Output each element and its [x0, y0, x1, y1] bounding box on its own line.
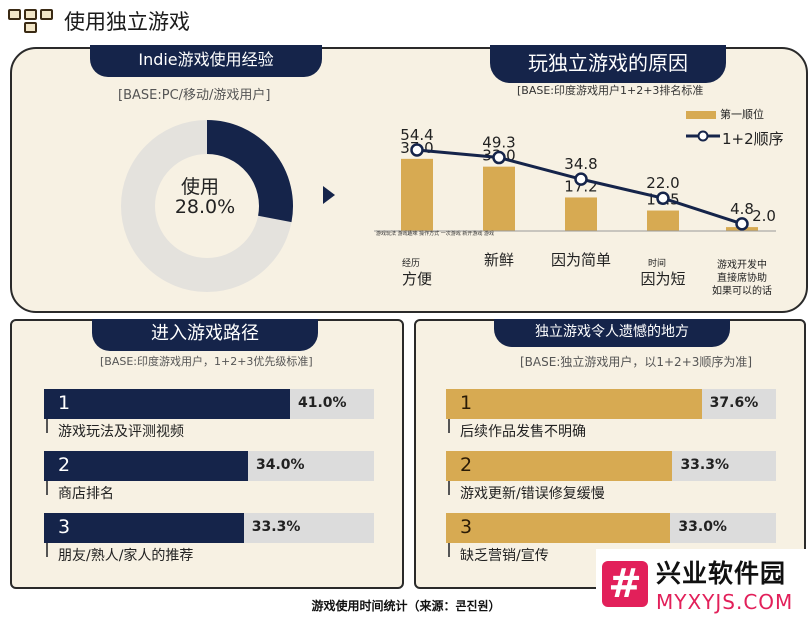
entry-label-3: 朋友/熟人/家人的推荐: [58, 548, 194, 564]
regret-bar-1: [446, 389, 702, 419]
reason-point-3: [574, 172, 588, 186]
reason-point-4: [656, 191, 670, 205]
reason-point-2: [492, 150, 506, 165]
entry-label-2: 商店排名: [58, 486, 114, 502]
regret-rank-2: 2: [460, 454, 473, 476]
entry-tick-2: [46, 481, 48, 495]
regret-rank-1: 1: [460, 392, 473, 414]
entry-value-3: 33.3%: [251, 519, 301, 535]
hash-logo-icon: #: [602, 561, 648, 607]
entry-rank-3: 3: [58, 516, 71, 538]
grid-logo-icon: [8, 8, 56, 34]
entry-base: [BASE:印度游戏用户，1+2+3优先级标准]: [100, 355, 313, 368]
reasons-base: [BASE:印度游戏用户1+2+3排名标准: [517, 84, 704, 97]
legend-line-swatch: [686, 130, 720, 142]
regret-rank-3: 3: [460, 516, 473, 538]
reason-category-note-1: 经历: [402, 257, 420, 269]
reason-point-label-1: 54.4: [400, 126, 433, 144]
tiny-axis-text: 游戏玩法 游戏趣味 操作方式 一次游戏 新开游戏 游戏: [376, 231, 494, 237]
regret-row-1: 1 37.6%: [446, 389, 776, 419]
regret-tick-1: [448, 419, 450, 433]
reasons-tab: 玩独立游戏的原因: [490, 45, 726, 83]
entry-rank-2: 2: [58, 454, 71, 476]
entry-tick-1: [46, 419, 48, 433]
regret-value-1: 37.6%: [709, 395, 759, 411]
regret-tick-3: [448, 543, 450, 557]
regret-tick-2: [448, 481, 450, 495]
reasons-chart: 37.033.017.210.52.054.449.334.822.04.8经历…: [374, 126, 776, 297]
reason-point-label-4: 22.0: [646, 174, 679, 192]
entry-rank-1: 1: [58, 392, 71, 414]
play-arrow-icon: [323, 186, 335, 204]
page-header: 使用独立游戏: [8, 6, 190, 36]
usage-donut: [121, 120, 293, 292]
watermark-title: 兴业软件园: [656, 559, 787, 588]
reason-bar-4: [647, 210, 679, 231]
footer-caption: 游戏使用时间统计（来源：콘진원）: [311, 599, 501, 613]
regret-label-1: 后续作品发售不明确: [460, 424, 586, 440]
experience-base: [BASE:PC/移动/游戏用户]: [118, 88, 271, 103]
regret-value-3: 33.0%: [678, 519, 727, 535]
reason-category-note-5: 游戏开发中: [717, 258, 767, 271]
page-title: 使用独立游戏: [64, 10, 190, 34]
entry-row-1: 1 41.0%: [44, 389, 374, 419]
reason-bar-1: [401, 158, 433, 231]
regret-label-3: 缺乏营销/宣传: [460, 548, 549, 564]
regret-row-2: 2 33.3%: [446, 451, 776, 481]
entry-label-1: 游戏玩法及评测视频: [58, 424, 184, 440]
reason-point-label-2: 49.3: [482, 134, 515, 152]
reason-category-note-5: 如果可以的话: [712, 284, 772, 297]
reason-category-1: 方便: [402, 270, 432, 288]
regret-tab: 独立游戏令人遗憾的地方: [494, 319, 730, 347]
entry-bar-1: [44, 389, 290, 419]
legend-first-label: 第一顺位: [720, 108, 764, 121]
legend-first-swatch: [686, 111, 716, 119]
regret-value-2: 33.3%: [680, 457, 730, 473]
reason-point-1: [410, 143, 424, 157]
regret-base: [BASE:独立游戏用户，以1+2+3顺序为准]: [520, 355, 753, 369]
donut-label: 使用: [180, 176, 219, 198]
entry-value-1: 41.0%: [298, 395, 347, 411]
reason-bar-2: [483, 166, 515, 231]
regret-bar-3: [446, 513, 671, 543]
reason-bar-label-5: 2.0: [752, 207, 776, 225]
donut-value: 28.0%: [174, 196, 236, 218]
reason-point-label-5: 4.8: [730, 200, 754, 218]
regret-bar-2: [446, 451, 673, 481]
entry-bar-2: [44, 451, 248, 481]
reason-category-note-5: 直接席协助: [717, 271, 767, 284]
reason-point-5: [735, 217, 749, 231]
donut-used-segment: [206, 120, 293, 223]
regret-label-2: 游戏更新/错误修复缓慢: [460, 486, 605, 502]
reason-category-4: 因为短: [640, 270, 685, 288]
experience-tab: Indie游戏使用经验: [90, 45, 322, 77]
entry-value-2: 34.0%: [256, 457, 305, 473]
regret-row-3: 3 33.0%: [446, 513, 776, 543]
reason-bar-3: [565, 197, 597, 231]
legend-line-label: 1+2顺序: [722, 130, 784, 148]
reason-category-2: 新鲜: [484, 251, 514, 269]
watermark: # 兴业软件园 MYXYJS.COM: [596, 549, 810, 619]
entry-bar-3: [44, 513, 244, 543]
watermark-url: MYXYJS.COM: [656, 590, 794, 614]
entry-row-3: 3 33.3%: [44, 513, 374, 543]
reason-category-note-4: 时间: [648, 257, 666, 269]
entry-tick-3: [46, 543, 48, 557]
entry-row-2: 2 34.0%: [44, 451, 374, 481]
reason-point-label-3: 34.8: [564, 155, 597, 173]
entry-tab: 进入游戏路径: [92, 319, 318, 351]
reason-category-3: 因为简单: [551, 251, 611, 269]
